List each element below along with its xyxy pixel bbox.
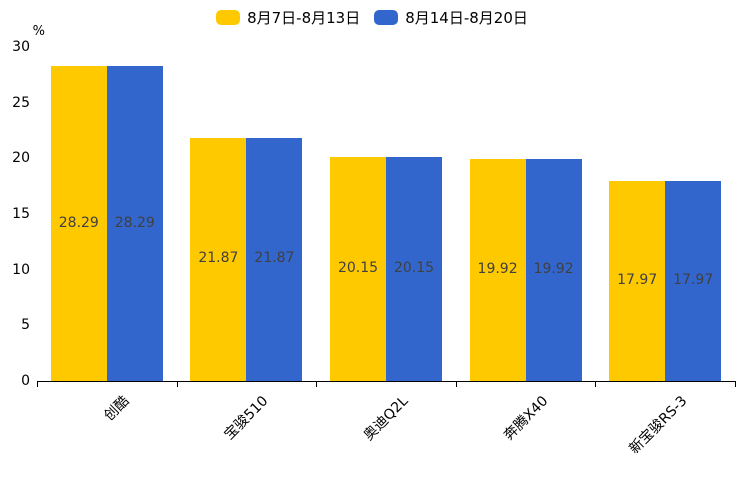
x-axis-tick (37, 382, 38, 387)
bar-series1-2 (246, 137, 303, 381)
legend-label: 8月14日-8月20日 (405, 9, 528, 27)
x-category-label: 奔腾X40 (500, 393, 552, 444)
x-axis-tick (455, 382, 457, 387)
y-tick-label: 5 (21, 317, 30, 334)
x-category-label: 奥迪Q2L (360, 393, 412, 444)
legend-label: 8月7日-8月13日 (247, 9, 361, 27)
bar-series1-1 (106, 66, 163, 381)
legend-swatch-icon (374, 10, 399, 25)
y-tick-label: 20 (12, 150, 30, 167)
bar-value-label: 28.29 (114, 214, 155, 231)
bar-series0-2 (190, 137, 247, 381)
bar-value-label: 19.92 (533, 261, 574, 278)
y-tick-label: 15 (12, 206, 30, 222)
bar-value-label: 19.92 (477, 261, 518, 278)
bar-series0-3 (330, 156, 386, 381)
legend-item-0: 8月7日-8月13日 (216, 7, 360, 28)
x-axis-tick (316, 382, 318, 387)
bar-value-label: 21.87 (254, 250, 295, 267)
x-axis-tick (176, 382, 178, 387)
legend: 8月7日-8月13日 8月14日-8月20日 (0, 7, 744, 28)
bar-value-label: 20.15 (393, 259, 435, 276)
bar-series1-4 (525, 159, 582, 381)
bar-series0-5 (609, 180, 666, 381)
x-axis-tick (595, 382, 597, 387)
x-axis-line (37, 381, 736, 382)
y-tick-label: 25 (12, 94, 30, 111)
x-axis-tick (735, 382, 736, 387)
y-axis-unit-label: % (32, 24, 45, 39)
x-category-label: 创酷 (101, 393, 133, 425)
bar-value-label: 21.87 (198, 250, 239, 267)
bar-value-label: 17.97 (617, 271, 658, 288)
bar-value-label: 28.29 (58, 214, 99, 231)
bar-value-label: 20.15 (337, 259, 379, 276)
bar-series1-3 (386, 156, 442, 381)
y-tick-label: 30 (12, 39, 30, 55)
bar-series0-1 (50, 66, 107, 381)
x-category-label: 新宝骏RS-3 (626, 393, 691, 458)
bar-series0-4 (469, 159, 526, 381)
y-tick-label: 10 (12, 261, 30, 278)
legend-item-1: 8月14日-8月20日 (374, 7, 528, 28)
x-category-label: 宝骏510 (221, 393, 272, 444)
legend-swatch-icon (216, 10, 241, 25)
y-tick-label: 0 (21, 373, 30, 389)
bar-value-label: 17.97 (673, 271, 714, 288)
bar-series1-5 (665, 180, 722, 381)
